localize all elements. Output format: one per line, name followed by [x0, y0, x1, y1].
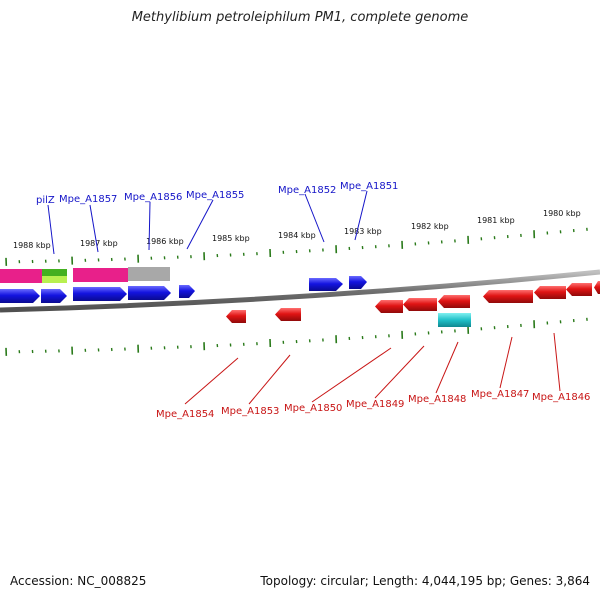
genome-backbone — [0, 269, 600, 313]
misc-feature[interactable] — [42, 269, 67, 276]
gene-arrow-reverse[interactable] — [375, 300, 403, 313]
scale-label: 1984 kbp — [278, 231, 316, 240]
forward-genes — [0, 276, 367, 303]
gene-label[interactable]: Mpe_A1849 — [346, 399, 404, 410]
scale-label: 1980 kbp — [543, 209, 581, 218]
gene-label[interactable]: Mpe_A1856 — [124, 192, 182, 203]
gene-arrow-forward[interactable] — [179, 285, 195, 298]
gene-arrow-forward[interactable] — [349, 276, 367, 289]
misc-feature[interactable] — [42, 276, 67, 283]
gene-label[interactable]: pilZ — [36, 195, 55, 206]
gene-arrow-reverse[interactable] — [534, 286, 566, 299]
scale-label: 1987 kbp — [80, 239, 118, 248]
feature-track-upper — [0, 267, 170, 283]
gene-label[interactable]: Mpe_A1854 — [156, 409, 214, 420]
gene-arrow-reverse[interactable] — [226, 310, 246, 323]
gene-labels-bottom: Mpe_A1854 Mpe_A1853 Mpe_A1850 Mpe_A1849 … — [156, 332, 590, 420]
gene-label[interactable]: Mpe_A1853 — [221, 406, 279, 417]
gene-label[interactable]: Mpe_A1857 — [59, 194, 117, 205]
gene-arrow-forward[interactable] — [128, 286, 171, 300]
gene-arrow-forward[interactable] — [309, 278, 343, 291]
map-title: Methylibium petroleiphilum PM1, complete… — [131, 10, 469, 25]
scale-label: 1985 kbp — [212, 234, 250, 243]
scale-label: 1988 kbp — [13, 241, 51, 250]
gene-arrow-reverse[interactable] — [438, 295, 470, 308]
gene-label[interactable]: Mpe_A1850 — [284, 403, 342, 414]
reverse-genes — [226, 281, 600, 327]
scale-ticks-top — [5, 227, 588, 266]
genome-stats-text: Topology: circular; Length: 4,044,195 bp… — [260, 574, 590, 588]
gene-label[interactable]: Mpe_A1852 — [278, 185, 336, 196]
scale-label: 1983 kbp — [344, 227, 382, 236]
rna-feature[interactable] — [73, 268, 128, 282]
gene-arrow-reverse[interactable] — [594, 281, 600, 294]
gene-label[interactable]: Mpe_A1851 — [340, 181, 398, 192]
gene-label[interactable]: Mpe_A1846 — [532, 392, 590, 403]
gene-arrow-reverse[interactable] — [403, 298, 437, 311]
scale-label: 1986 kbp — [146, 237, 184, 246]
cyan-feature[interactable] — [438, 313, 471, 327]
misc-feature[interactable] — [128, 267, 170, 281]
gene-arrow-forward[interactable] — [41, 289, 67, 303]
gene-arrow-forward[interactable] — [0, 289, 40, 303]
scale-label: 1982 kbp — [411, 222, 449, 231]
gene-label[interactable]: Mpe_A1855 — [186, 190, 244, 201]
gene-labels-top: pilZ Mpe_A1857 Mpe_A1856 Mpe_A1855 Mpe_A… — [36, 181, 398, 255]
scale-label: 1981 kbp — [477, 216, 515, 225]
gene-arrow-forward[interactable] — [73, 287, 127, 301]
gene-arrow-reverse[interactable] — [275, 308, 301, 321]
gene-arrow-reverse[interactable] — [483, 290, 533, 303]
accession-text: Accession: NC_008825 — [10, 574, 147, 588]
rna-feature[interactable] — [0, 269, 42, 283]
scale-labels: 1988 kbp 1987 kbp 1986 kbp 1985 kbp 1984… — [13, 209, 581, 250]
gene-arrow-reverse[interactable] — [566, 283, 592, 296]
gene-label[interactable]: Mpe_A1847 — [471, 389, 529, 400]
scale-ticks-bottom — [5, 317, 588, 356]
gene-label[interactable]: Mpe_A1848 — [408, 394, 466, 405]
